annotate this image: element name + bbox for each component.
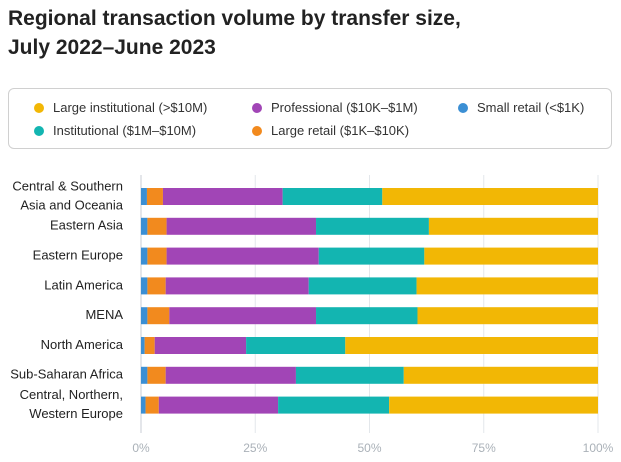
bars: [141, 188, 598, 414]
bar-sub-saharan-africa-small-retail: [141, 366, 148, 384]
chart-title-line-1: Regional transaction volume by transfer …: [8, 7, 461, 30]
bar-sub-saharan-africa-large-institutional: [403, 366, 598, 384]
x-tick-label-75: 75%: [472, 441, 496, 455]
category-label-line: Central & Southern: [12, 178, 123, 193]
bar-north-america-institutional: [246, 337, 346, 354]
category-label-line: MENA: [85, 307, 123, 322]
category-label-line: Sub-Saharan Africa: [10, 367, 124, 382]
category-label-eastern-europe: Eastern Europe: [33, 248, 123, 263]
category-label-mena: MENA: [85, 307, 123, 322]
x-tick-label-25: 25%: [243, 441, 267, 455]
bar-central-northern-western-europe-large-retail: [145, 396, 159, 414]
bar-eastern-europe-large-retail: [147, 247, 167, 265]
bar-eastern-asia-professional: [166, 217, 317, 235]
category-label-line: Eastern Asia: [50, 218, 124, 233]
bar-mena-professional: [169, 307, 317, 325]
bar-north-america-small-retail: [141, 337, 145, 354]
bar-north-america-professional: [154, 337, 247, 354]
bar-sub-saharan-africa-professional: [165, 366, 296, 384]
chart-title: Regional transaction volume by transfer …: [8, 4, 613, 62]
legend-item-small-retail: Small retail (<$1K): [458, 100, 584, 115]
bar-eastern-asia-large-retail: [147, 217, 167, 235]
category-label-central-southern-asia-and-oceania: Central & Southern Asia and Oceania: [12, 178, 123, 212]
bar-eastern-asia-large-institutional: [428, 217, 598, 235]
bar-eastern-europe-large-institutional: [424, 247, 598, 265]
legend-label-large-institutional: Large institutional (>$10M): [53, 100, 208, 115]
bar-latin-america-professional: [165, 277, 309, 295]
bar-north-america-large-retail: [144, 337, 155, 354]
x-tick-label-50: 50%: [357, 441, 381, 455]
bar-latin-america-small-retail: [141, 277, 148, 295]
bar-eastern-asia-institutional: [316, 217, 429, 235]
chart-title-line-2: July 2022–June 2023: [8, 36, 216, 59]
bar-sub-saharan-africa-large-retail: [147, 366, 166, 384]
category-label-line: North America: [41, 337, 124, 352]
bar-north-america-large-institutional: [345, 337, 598, 354]
bar-mena-small-retail: [141, 307, 148, 325]
x-tick-label-100: 100%: [583, 441, 614, 455]
category-label-latin-america: Latin America: [44, 277, 124, 292]
legend-label-small-retail: Small retail (<$1K): [477, 100, 585, 115]
bar-central-southern-asia-and-oceania-institutional: [282, 188, 383, 205]
legend-label-large-retail: Large retail ($1K–$10K): [271, 123, 410, 138]
bar-eastern-europe-institutional: [318, 247, 425, 265]
legend-item-large-institutional: Large institutional (>$10M): [34, 100, 207, 115]
bar-latin-america-large-retail: [147, 277, 166, 295]
category-label-north-america: North America: [41, 337, 124, 352]
category-label-line: Eastern Europe: [33, 248, 123, 263]
category-label-line: Central, Northern,: [20, 387, 123, 402]
bar-eastern-asia-small-retail: [141, 217, 148, 235]
bar-central-northern-western-europe-small-retail: [141, 396, 146, 414]
category-label-line: Western Europe: [29, 406, 123, 421]
legend-swatch-large-institutional: [34, 102, 44, 113]
category-label-central-northern-western-europe: Central, Northern, Western Europe: [20, 387, 123, 421]
bar-latin-america-institutional: [308, 277, 417, 295]
bar-central-northern-western-europe-large-institutional: [389, 396, 598, 414]
gridlines: [140, 175, 599, 433]
category-label-line: Latin America: [44, 277, 124, 292]
legend-item-institutional: Institutional ($1M–$10M): [34, 123, 196, 138]
bar-central-southern-asia-and-oceania-small-retail: [141, 188, 147, 205]
bar-mena-institutional: [316, 307, 418, 325]
legend-swatch-large-retail: [252, 125, 262, 136]
bar-mena-large-institutional: [417, 307, 598, 325]
bar-sub-saharan-africa-institutional: [295, 366, 404, 384]
bar-eastern-europe-small-retail: [141, 247, 148, 265]
bar-central-northern-western-europe-institutional: [278, 396, 390, 414]
legend-swatch-professional: [252, 102, 262, 113]
legend-item-professional: Professional ($10K–$1M): [252, 100, 418, 115]
x-tick-label-0: 0%: [132, 441, 150, 455]
legend-label-institutional: Institutional ($1M–$10M): [53, 123, 197, 138]
chart-legend: Large institutional (>$10M) Professional…: [8, 88, 612, 149]
bar-central-northern-western-europe-professional: [158, 396, 279, 414]
bar-central-southern-asia-and-oceania-large-retail: [146, 188, 163, 205]
bar-central-southern-asia-and-oceania-large-institutional: [382, 188, 598, 205]
legend-swatch-institutional: [34, 125, 44, 136]
bar-latin-america-large-institutional: [416, 277, 598, 295]
category-label-sub-saharan-africa: Sub-Saharan Africa: [10, 367, 124, 382]
legend-swatch-small-retail: [458, 102, 468, 113]
legend-label-professional: Professional ($10K–$1M): [271, 100, 418, 115]
bar-mena-large-retail: [147, 307, 170, 325]
legend-item-large-retail: Large retail ($1K–$10K): [252, 123, 409, 138]
category-label-eastern-asia: Eastern Asia: [50, 218, 124, 233]
category-label-line: Asia and Oceania: [20, 197, 123, 212]
bar-eastern-europe-professional: [166, 247, 319, 265]
bar-central-southern-asia-and-oceania-professional: [162, 188, 283, 205]
